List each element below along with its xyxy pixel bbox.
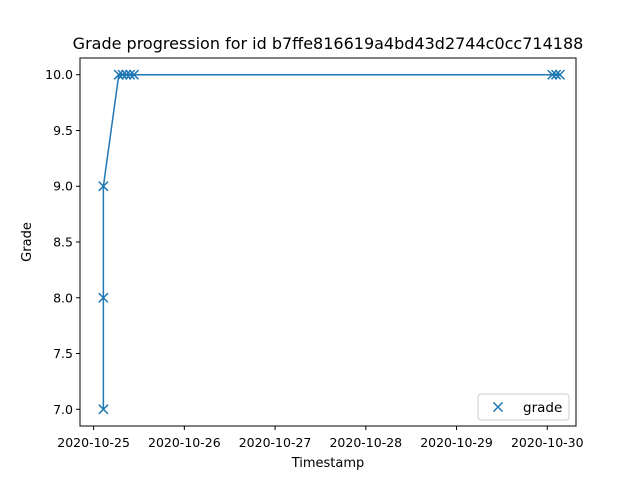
data-point-8 [128, 69, 140, 80]
legend-marker-icon [492, 401, 504, 413]
y-tick-label: 7.0 [53, 402, 73, 417]
y-tick-label: 10.0 [45, 67, 73, 82]
legend-label: grade [523, 400, 562, 416]
x-tick-label: 2020-10-25 [57, 435, 130, 450]
y-tick-label: 9.5 [53, 123, 73, 138]
data-point-3 [98, 181, 109, 192]
plot-area [98, 69, 566, 415]
y-tick-label: 8.0 [53, 290, 73, 305]
y-axis: 7.0 7.5 8.0 8.5 9.0 9.5 10.0 [45, 67, 80, 417]
chart-title: Grade progression for id b7ffe816619a4bd… [73, 34, 584, 53]
data-point-10 [550, 69, 562, 80]
legend: grade [477, 393, 570, 421]
y-tick-label: 9.0 [53, 179, 73, 194]
x-tick-label: 2020-10-30 [511, 435, 584, 450]
x-tick-label: 2020-10-28 [329, 435, 402, 450]
data-point-7 [125, 69, 136, 80]
data-point-1 [98, 404, 109, 415]
x-tick-label: 2020-10-27 [239, 435, 312, 450]
x-tick-label: 2020-10-29 [420, 435, 493, 450]
data-point-2 [98, 292, 109, 303]
data-point-5 [117, 69, 128, 80]
y-axis-label: Grade [20, 222, 35, 262]
data-point-11 [554, 69, 566, 80]
data-point-6 [121, 69, 132, 80]
data-point-9 [547, 69, 558, 80]
x-axis-label: Timestamp [291, 456, 365, 471]
legend-box [477, 393, 570, 421]
x-tick-label: 2020-10-26 [148, 435, 221, 450]
y-tick-label: 7.5 [53, 346, 73, 361]
data-point-4 [113, 69, 124, 80]
y-tick-label: 8.5 [53, 235, 73, 250]
x-axis: 2020-10-25 2020-10-26 2020-10-27 2020-10-28… [57, 426, 584, 450]
